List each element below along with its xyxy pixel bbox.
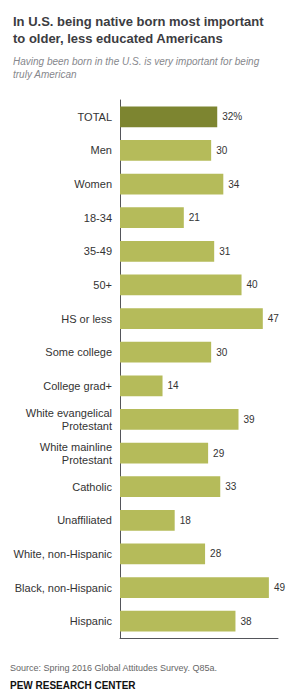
svg-text:Men: Men [91, 144, 112, 156]
svg-text:College grad+: College grad+ [43, 380, 112, 392]
svg-text:Hispanic: Hispanic [70, 615, 113, 627]
svg-text:PEW RESEARCH CENTER: PEW RESEARCH CENTER [10, 680, 136, 691]
svg-text:Protestant: Protestant [62, 420, 112, 432]
svg-text:30: 30 [216, 347, 228, 358]
svg-text:29: 29 [213, 448, 225, 459]
svg-text:White mainline: White mainline [40, 441, 112, 453]
svg-text:35-49: 35-49 [84, 245, 112, 257]
svg-text:Catholic: Catholic [72, 481, 112, 493]
svg-text:40: 40 [247, 279, 259, 290]
svg-text:White, non-Hispanic: White, non-Hispanic [14, 548, 113, 560]
svg-text:21: 21 [189, 212, 201, 223]
svg-text:Women: Women [74, 178, 112, 190]
svg-text:Source: Spring 2016 Global Att: Source: Spring 2016 Global Attitudes Sur… [10, 663, 217, 673]
svg-text:32%: 32% [222, 111, 242, 122]
svg-text:49: 49 [274, 582, 286, 593]
svg-text:Protestant: Protestant [62, 454, 112, 466]
svg-text:truly American: truly American [13, 69, 77, 80]
svg-text:38: 38 [240, 616, 252, 627]
svg-text:HS or less: HS or less [61, 313, 112, 325]
svg-text:28: 28 [210, 548, 222, 559]
svg-text:50+: 50+ [93, 279, 112, 291]
svg-text:White evangelical: White evangelical [26, 407, 112, 419]
svg-text:In U.S. being native born most: In U.S. being native born most important [13, 14, 264, 29]
svg-text:47: 47 [268, 313, 280, 324]
svg-text:Some college: Some college [45, 346, 112, 358]
svg-text:Black, non-Hispanic: Black, non-Hispanic [15, 582, 113, 594]
svg-text:14: 14 [168, 380, 180, 391]
svg-text:30: 30 [216, 145, 228, 156]
svg-text:TOTAL: TOTAL [78, 111, 112, 123]
svg-text:18-34: 18-34 [84, 212, 112, 224]
svg-text:Having been born in the U.S. i: Having been born in the U.S. is very imp… [13, 56, 260, 67]
svg-text:34: 34 [228, 179, 240, 190]
svg-text:to older, less educated Americ: to older, less educated Americans [13, 31, 223, 46]
svg-text:Unaffiliated: Unaffiliated [57, 514, 112, 526]
svg-text:18: 18 [180, 515, 192, 526]
svg-text:31: 31 [219, 246, 231, 257]
svg-text:39: 39 [244, 414, 256, 425]
svg-text:33: 33 [225, 481, 237, 492]
